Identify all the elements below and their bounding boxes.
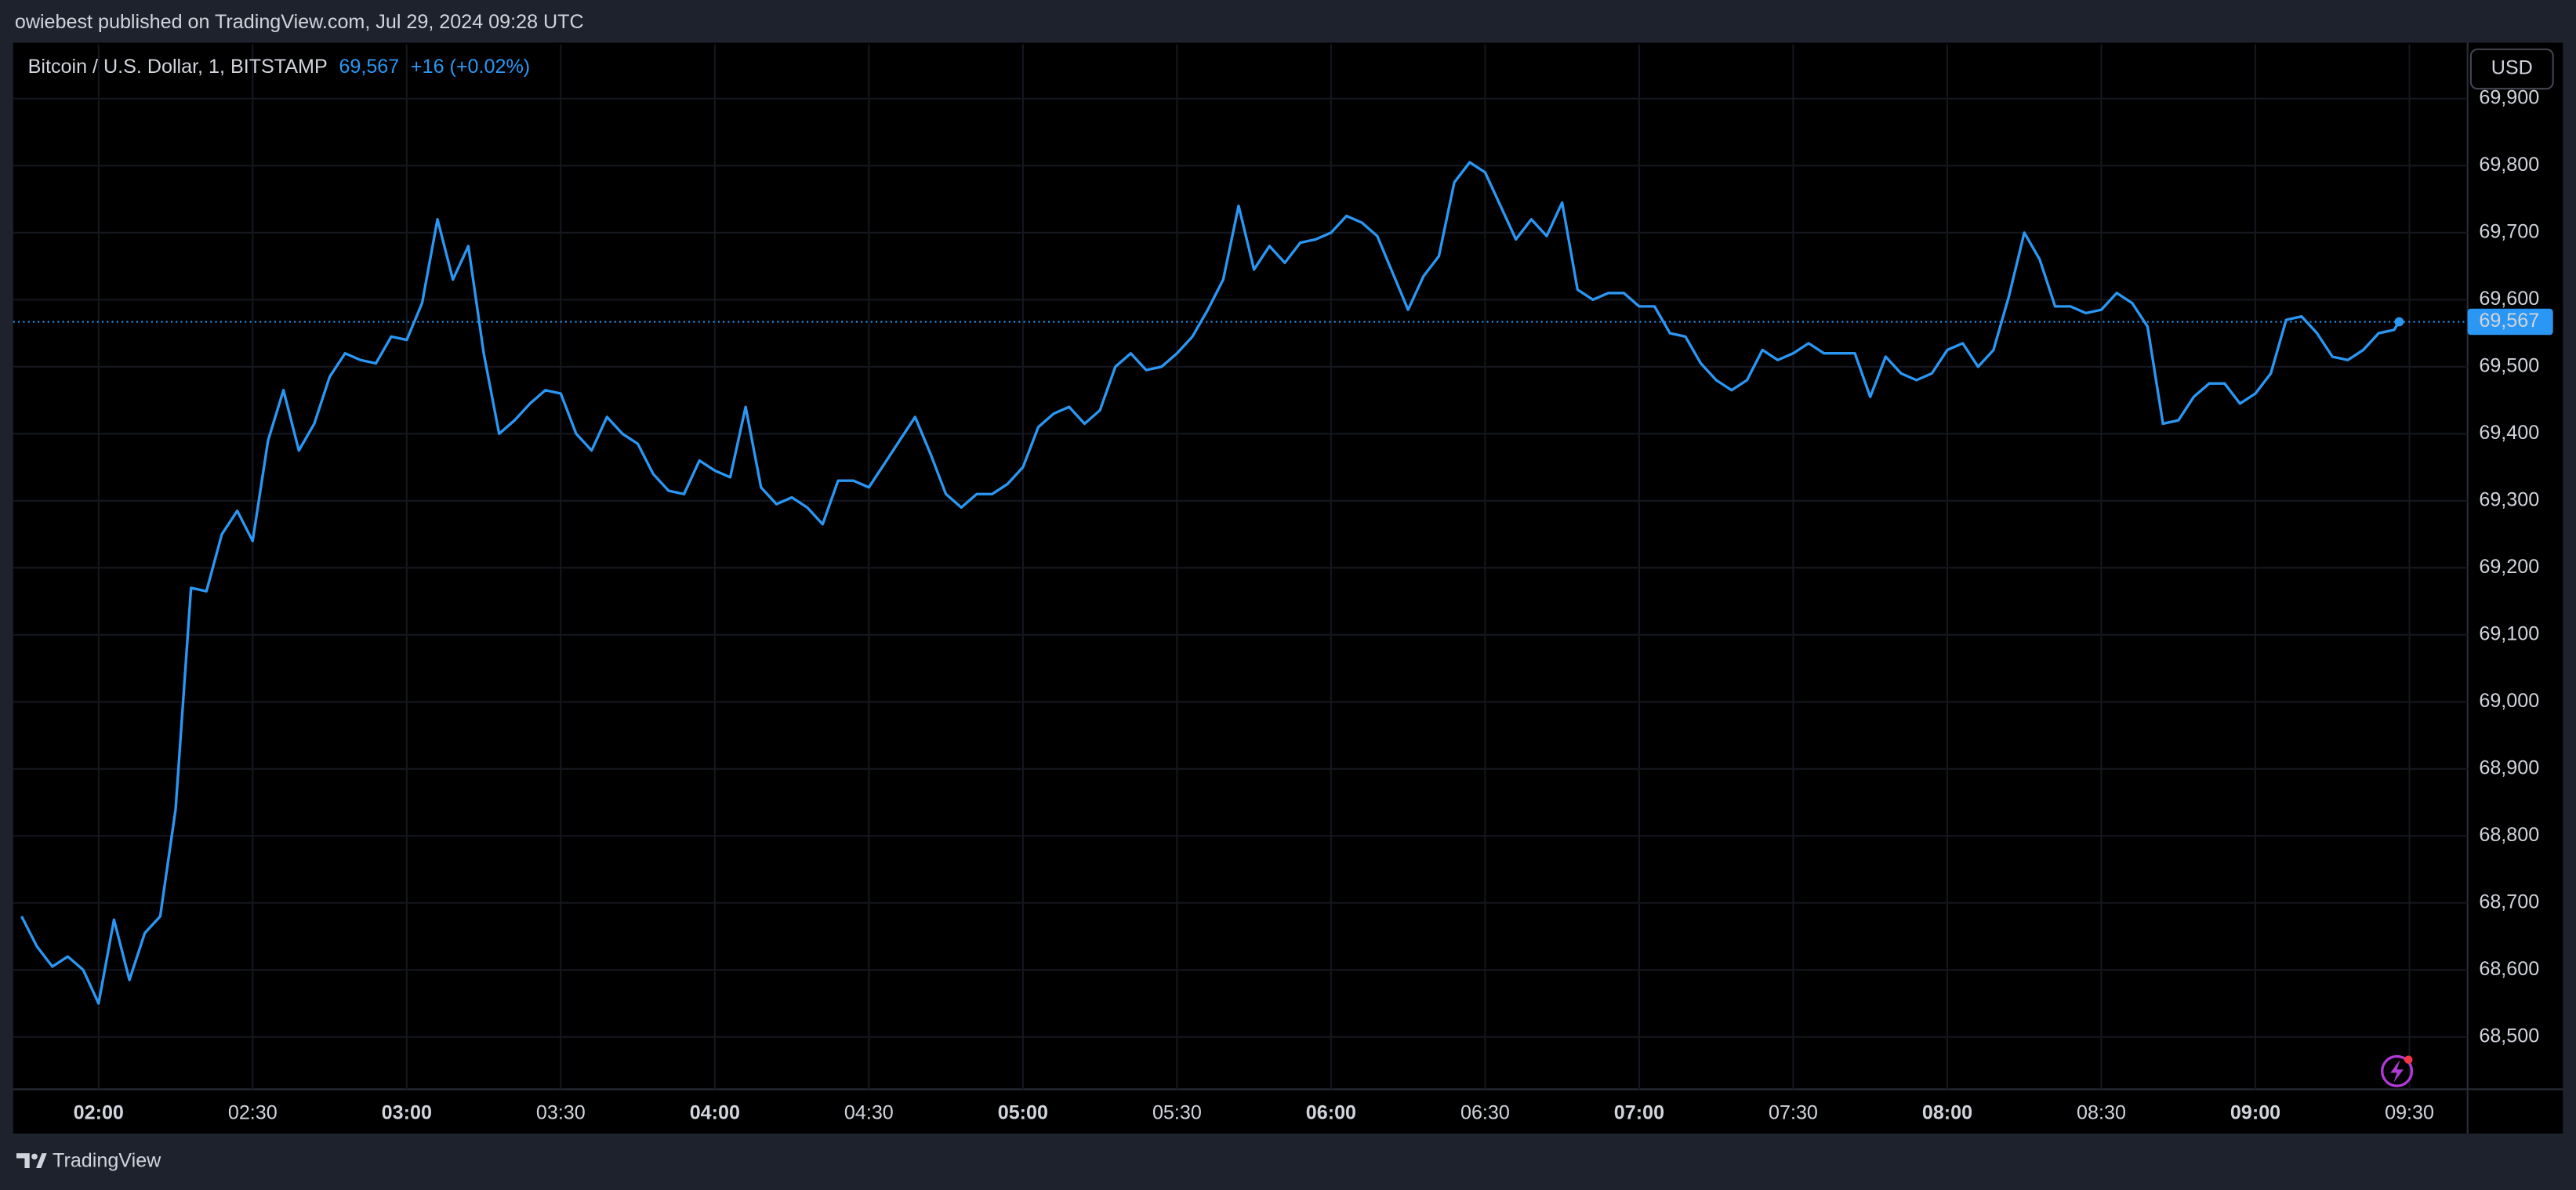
lightning-icon[interactable] <box>2381 1054 2414 1087</box>
y-tick-label: 69,500 <box>2479 354 2539 376</box>
legend-title: Bitcoin / U.S. Dollar, 1, BITSTAMP <box>28 56 328 78</box>
y-tick-label: 69,000 <box>2479 690 2539 712</box>
x-tick-label: 08:00 <box>1922 1102 1972 1124</box>
currency-label[interactable]: USD <box>2491 57 2533 79</box>
currency-button[interactable] <box>2469 48 2554 90</box>
legend-price: 69,567 <box>339 56 399 78</box>
y-tick-label: 68,800 <box>2479 824 2539 846</box>
header-text: owiebest published on TradingView.com, J… <box>15 11 584 33</box>
y-tick-label: 68,500 <box>2479 1025 2539 1047</box>
last-price-label: 69,567 <box>2479 310 2539 332</box>
legend: Bitcoin / U.S. Dollar, 1, BITSTAMP 69,567… <box>28 56 531 78</box>
x-tick-label: 02:30 <box>228 1102 278 1124</box>
x-tick-label: 09:30 <box>2385 1102 2434 1124</box>
y-tick-label: 69,900 <box>2479 86 2539 108</box>
grid <box>13 44 2468 1090</box>
y-tick-label: 69,100 <box>2479 622 2539 644</box>
x-tick-label: 06:00 <box>1306 1102 1356 1124</box>
x-tick-label: 05:30 <box>1152 1102 1202 1124</box>
x-tick-label: 07:00 <box>1614 1102 1664 1124</box>
y-tick-label: 68,700 <box>2479 891 2539 912</box>
x-tick-label: 03:00 <box>382 1102 432 1124</box>
x-tick-label: 09:00 <box>2230 1102 2280 1124</box>
x-tick-label: 02:00 <box>74 1102 124 1124</box>
last-price-tag <box>2467 308 2553 336</box>
y-tick-label: 69,400 <box>2479 422 2539 444</box>
x-tick-label: 04:30 <box>844 1102 894 1124</box>
y-tick-label: 69,700 <box>2479 220 2539 242</box>
y-tick-label: 69,300 <box>2479 488 2539 510</box>
x-tick-label: 06:30 <box>1460 1102 1510 1124</box>
x-tick-label: 07:30 <box>1769 1102 1818 1124</box>
plot <box>13 161 2468 1005</box>
legend-change: +16 (+0.02%) <box>411 56 530 78</box>
price-line <box>20 161 2400 1005</box>
y-tick-label: 69,800 <box>2479 154 2539 176</box>
footer-brand: TradingView <box>53 1149 161 1171</box>
y-tick-label: 69,200 <box>2479 556 2539 578</box>
x-tick-label: 04:00 <box>690 1102 740 1124</box>
y-tick-label: 68,900 <box>2479 756 2539 778</box>
y-tick-label: 69,600 <box>2479 288 2539 310</box>
x-tick-label: 03:30 <box>536 1102 586 1124</box>
x-tick-label: 05:00 <box>998 1102 1048 1124</box>
x-tick-label: 08:30 <box>2077 1102 2126 1124</box>
y-tick-label: 68,600 <box>2479 958 2539 980</box>
tradingview-logo <box>16 1153 47 1169</box>
